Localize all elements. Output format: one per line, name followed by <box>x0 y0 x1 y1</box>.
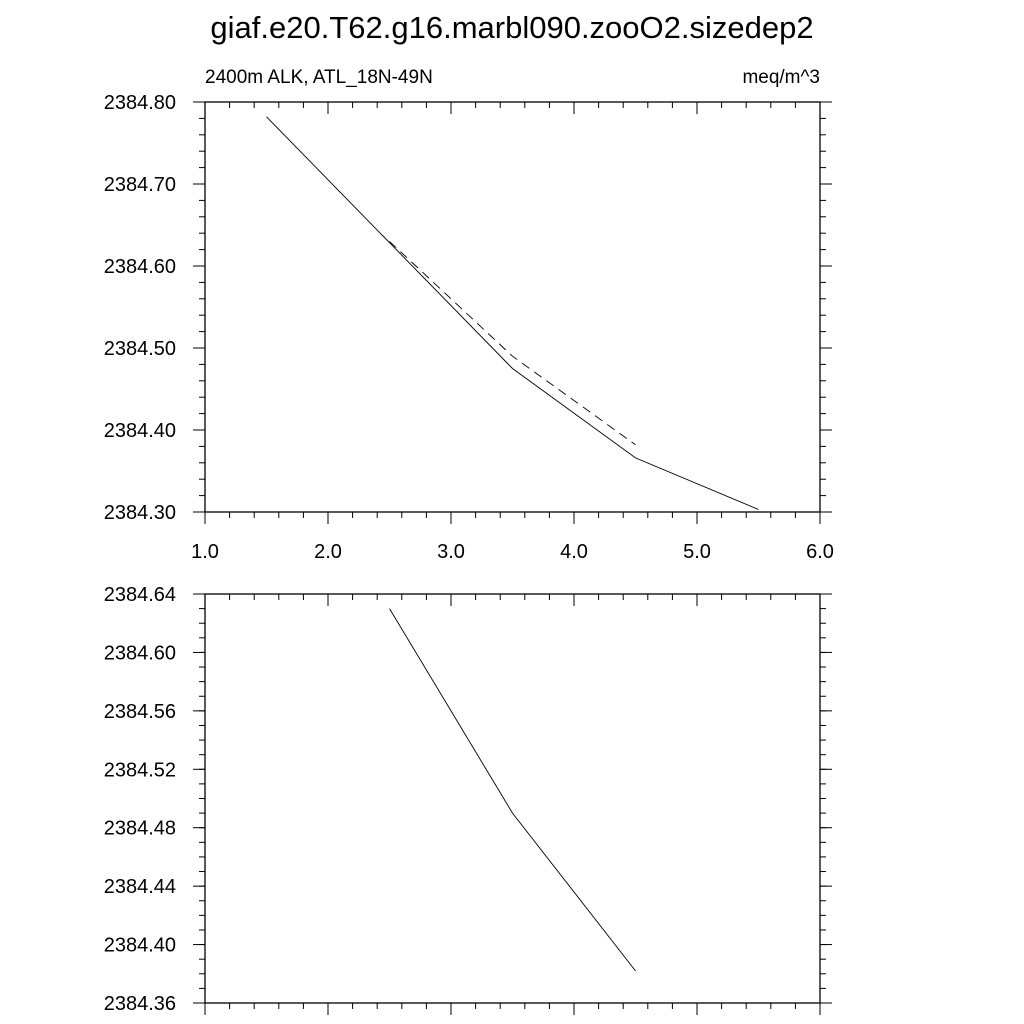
top-chart-x-tick-label: 1.0 <box>191 541 219 563</box>
top-chart-y-tick-label: 2384.30 <box>104 502 176 524</box>
top-chart-series-dashed-line <box>389 241 636 446</box>
bottom-chart-series <box>389 608 636 972</box>
top-chart: 2400m ALK, ATL_18N-49N meq/m^3 1.0 2.0 3.0… <box>104 67 834 563</box>
bottom-chart-y-tick-label: 2384.40 <box>104 935 176 957</box>
top-chart-ticks <box>193 101 832 524</box>
top-chart-y-tick-label: 2384.50 <box>104 338 176 360</box>
bottom-chart-y-tick-label: 2384.64 <box>104 584 176 606</box>
top-chart-x-tick-label: 5.0 <box>683 541 711 563</box>
bottom-chart-tick-labels: 2384.36 2384.40 2384.44 2384.48 2384.52 2384.… <box>104 584 176 1015</box>
top-chart-tick-labels: 1.0 2.0 3.0 4.0 5.0 6.0 2384.30 2384.40 2384.50 2… <box>104 92 834 563</box>
top-chart-frame <box>204 101 821 513</box>
bottom-chart-y-tick-label: 2384.60 <box>104 642 176 664</box>
top-chart-series-solid-line <box>266 116 759 510</box>
top-chart-y-tick-label: 2384.80 <box>104 92 176 114</box>
top-chart-x-tick-label: 4.0 <box>560 541 588 563</box>
top-chart-y-tick-label: 2384.60 <box>104 256 176 278</box>
figure-title: giaf.e20.T62.g16.marbl090.zooO2.sizedep2 <box>210 10 813 45</box>
bottom-chart-frame <box>204 593 821 1004</box>
top-chart-left-title: 2400m ALK, ATL_18N-49N <box>205 67 433 88</box>
bottom-chart: 2384.36 2384.40 2384.44 2384.48 2384.52 2384.… <box>104 584 832 1015</box>
top-chart-series <box>266 116 759 510</box>
bottom-chart-y-tick-label: 2384.56 <box>104 701 176 723</box>
bottom-chart-y-tick-label: 2384.36 <box>104 993 176 1015</box>
bottom-chart-y-tick-label: 2384.48 <box>104 818 176 840</box>
top-chart-right-title: meq/m^3 <box>742 67 820 88</box>
bottom-chart-series-solid-line <box>389 608 636 972</box>
top-chart-x-tick-label: 3.0 <box>437 541 465 563</box>
top-chart-x-tick-label: 2.0 <box>314 541 342 563</box>
bottom-chart-y-tick-label: 2384.52 <box>104 759 176 781</box>
top-chart-y-tick-label: 2384.40 <box>104 420 176 442</box>
top-chart-x-tick-label: 6.0 <box>806 541 834 563</box>
bottom-chart-y-tick-label: 2384.44 <box>104 876 176 898</box>
top-chart-y-tick-label: 2384.70 <box>104 174 176 196</box>
bottom-chart-ticks <box>193 593 832 1015</box>
